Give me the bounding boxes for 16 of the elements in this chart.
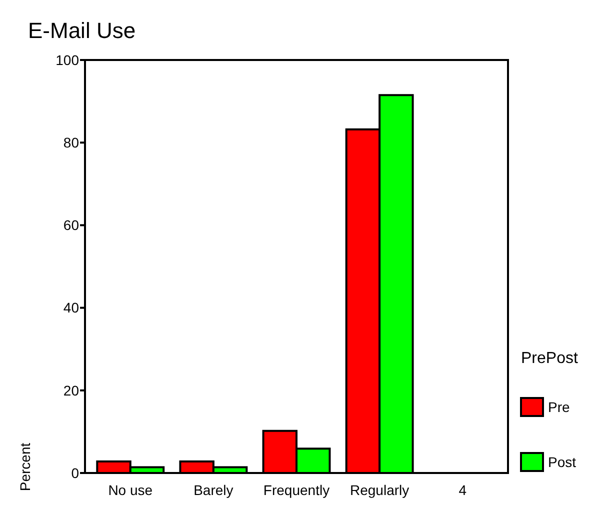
y-tick-label: 60 bbox=[63, 217, 80, 234]
y-tick-label: 80 bbox=[63, 134, 80, 150]
y-tick-label: 0 bbox=[71, 464, 80, 481]
x-tick-label: Regularly bbox=[350, 482, 410, 498]
x-tick-label: Frequently bbox=[263, 482, 330, 498]
y-tick-label: 20 bbox=[63, 382, 80, 398]
chart-title: E-Mail Use bbox=[28, 18, 136, 43]
y-tick-label: 40 bbox=[63, 300, 80, 316]
y-axis-title: Percent bbox=[17, 442, 33, 492]
legend-label: Pre bbox=[548, 398, 570, 415]
x-tick-label: 4 bbox=[458, 482, 467, 498]
legend-title: PrePost bbox=[521, 350, 578, 367]
legend-label: Post bbox=[548, 454, 576, 470]
x-tick-label: Barely bbox=[194, 482, 234, 498]
x-tick-label: No use bbox=[108, 482, 153, 498]
y-tick-label: 100 bbox=[56, 52, 80, 68]
